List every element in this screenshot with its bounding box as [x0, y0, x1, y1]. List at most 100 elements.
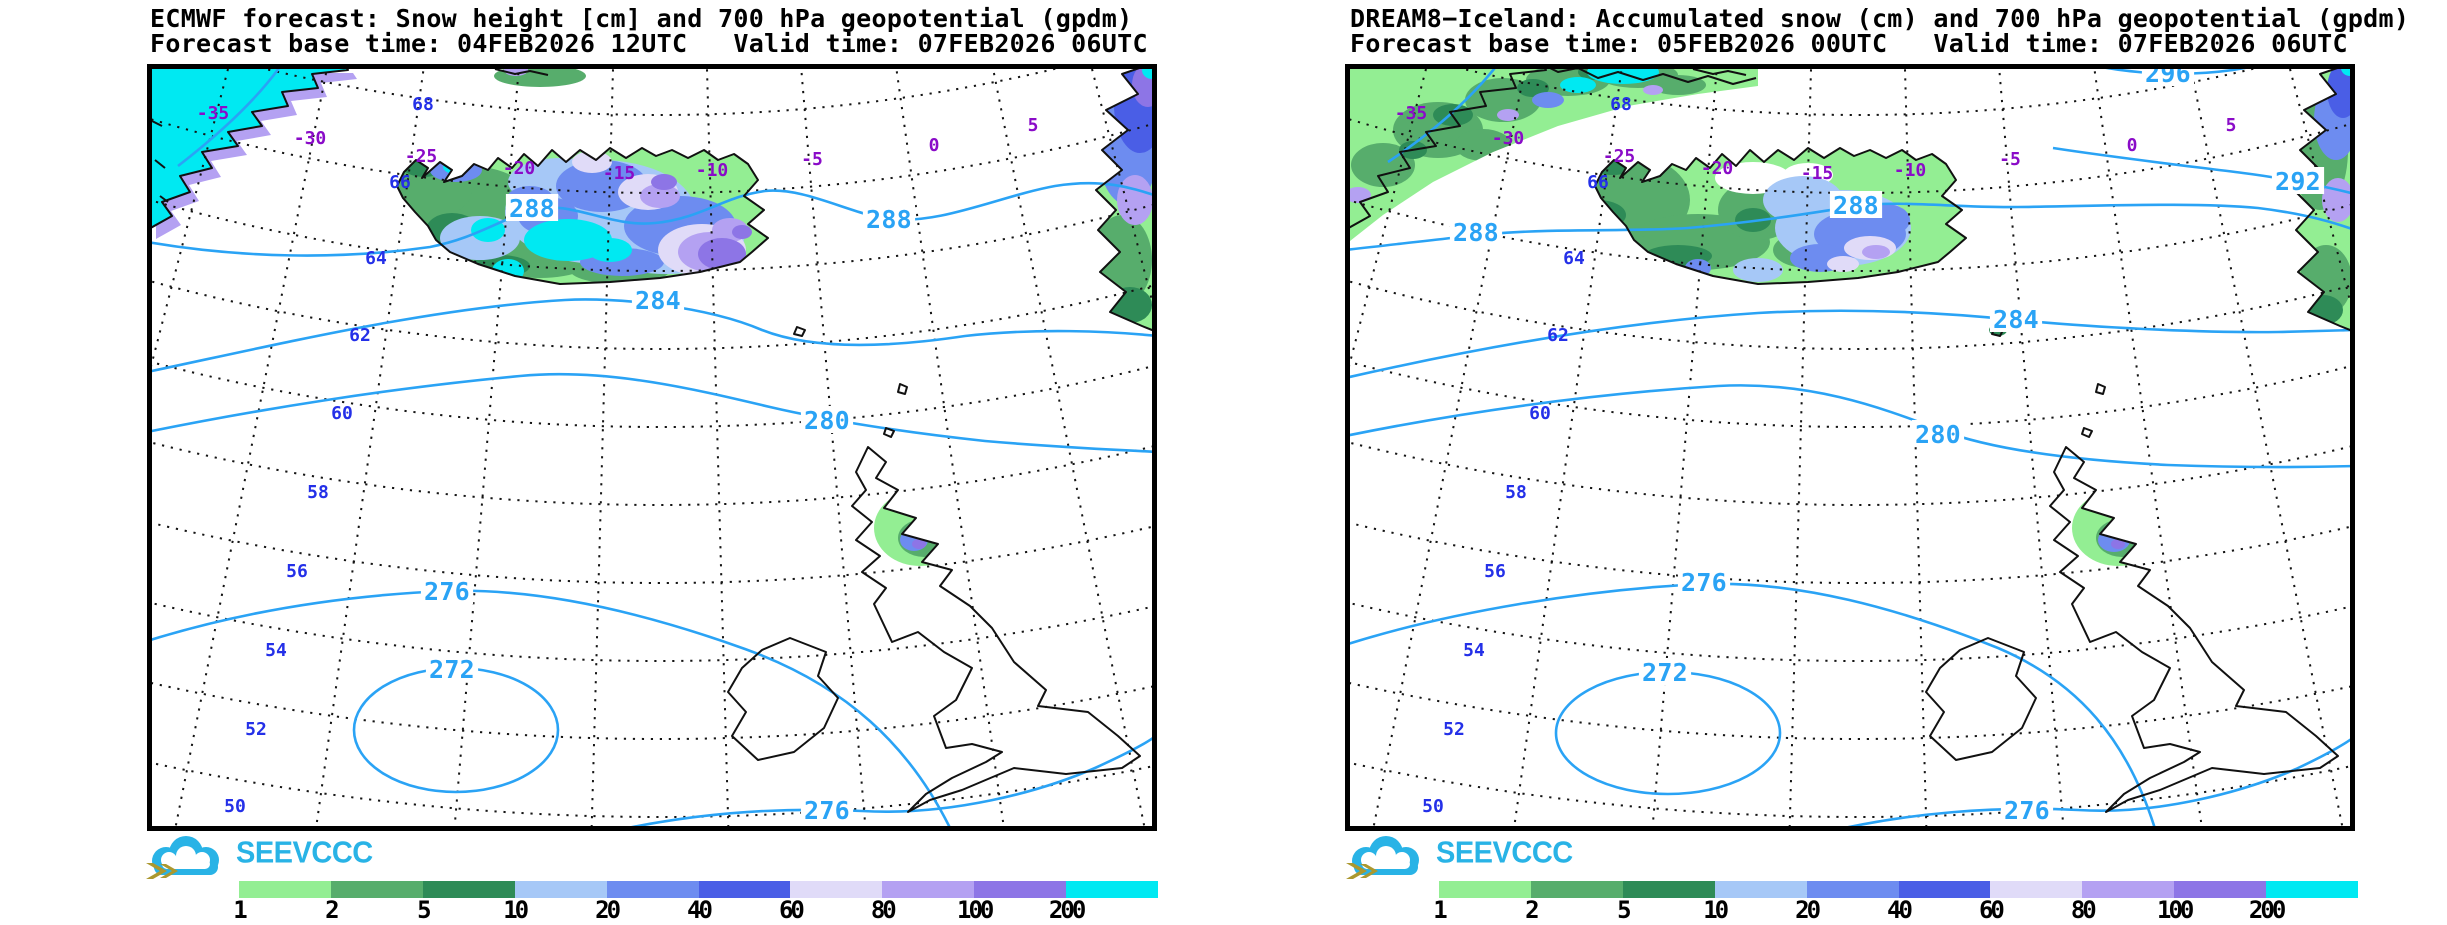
legend-segment [2266, 881, 2359, 898]
longitude-label: -30 [1492, 128, 1525, 149]
ecmwf-title-line2: Forecast base time: 04FEB2026 12UTC Vali… [150, 29, 1148, 58]
legend-segment [790, 881, 883, 898]
dream8-title-line1: DREAM8−Iceland: Accumulated snow (cm) an… [1350, 4, 2410, 33]
geopotential-contour-label: 284 [1993, 305, 2039, 334]
legend-value-label: 60 [1978, 896, 2005, 924]
geopotential-contour-label: 288 [1833, 191, 1879, 220]
latitude-label: 50 [1422, 796, 1444, 817]
geopotential-contour-label: 276 [424, 577, 470, 606]
legend-value-label: 20 [1795, 896, 1821, 924]
latitude-label: 58 [307, 482, 329, 503]
longitude-label: 5 [2226, 115, 2237, 136]
legend-value-label: 40 [1887, 896, 1913, 924]
latitude-label: 66 [1587, 172, 1609, 193]
legend-value-label: 40 [687, 896, 713, 924]
longitude-label: 0 [2127, 135, 2138, 156]
legend-value-label: 60 [778, 896, 805, 924]
contour-label-bg [2000, 796, 2054, 823]
ecmwf-title-line1: ECMWF forecast: Snow height [cm] and 700… [150, 4, 1133, 33]
longitude-label: -10 [696, 160, 729, 181]
latitude-label: 52 [245, 719, 267, 740]
latitude-label: 62 [349, 325, 371, 346]
latitude-label: 50 [224, 796, 246, 817]
latitude-label: 68 [412, 94, 434, 115]
geopotential-contour-label: 280 [804, 406, 850, 435]
longitude-label: -20 [1701, 158, 1734, 179]
legend-segment [422, 881, 515, 898]
contour-label-bg [862, 205, 916, 232]
seevccc-cloud-logo-icon [1346, 836, 1419, 879]
legend-value-label: 5 [417, 896, 432, 924]
geopotential-contour-label: 296 [2145, 64, 2191, 88]
longitude-label: -20 [503, 158, 536, 179]
contour-label-bg [425, 655, 479, 682]
seevccc-logo-text: SEEVCCC [236, 836, 373, 870]
legend-segment [2082, 881, 2175, 898]
dream8-map: 288 288 284 280 276 272 276 292 296 68 66 64 62 60 58 5… [1345, 64, 2355, 831]
geopotential-contour-label: 276 [804, 796, 850, 825]
latitude-label: 62 [1547, 325, 1569, 346]
latitude-label: 56 [1484, 561, 1506, 582]
longitude-label: -5 [1999, 149, 2021, 170]
legend-value-label: 200 [1048, 896, 1086, 924]
contour-label-bg [2271, 167, 2325, 194]
longitude-label: -25 [1603, 146, 1636, 167]
legend-segment [239, 881, 331, 898]
contour-label-bg [1911, 420, 1965, 447]
map-frame [1345, 64, 2355, 831]
legend-value-label: 1 [1433, 896, 1448, 924]
latitude-label: 60 [1529, 403, 1551, 424]
contour-label-bg [2141, 69, 2195, 86]
legend-value-label: 1 [233, 896, 248, 924]
longitude-label: -35 [1395, 103, 1428, 124]
legend-value-label: 80 [2070, 896, 2097, 924]
legend-segment [1439, 881, 1531, 898]
legend-segment [698, 881, 791, 898]
latitude-label: 58 [1505, 482, 1527, 503]
legend-value-label: 10 [1703, 896, 1729, 924]
geopotential-contour-label: 284 [635, 286, 681, 315]
longitude-label: -10 [1894, 160, 1927, 181]
contour-label-bg [1989, 305, 2043, 332]
geopotential-contour-label: 272 [1642, 658, 1688, 687]
geopotential-contour-label: 288 [509, 194, 555, 223]
legend-segment [1622, 881, 1715, 898]
geopotential-contour-label: 272 [429, 655, 475, 684]
longitude-label: -25 [405, 146, 438, 167]
longitude-label: -5 [801, 149, 823, 170]
legend-value-label: 10 [503, 896, 529, 924]
seevccc-cloud-logo-icon [146, 836, 219, 879]
latitude-label: 52 [1443, 719, 1465, 740]
longitude-label: 0 [929, 135, 940, 156]
legend-value-label: 5 [1617, 896, 1632, 924]
latitude-label: 64 [365, 248, 387, 269]
contour-label-bg [800, 406, 854, 433]
snow-color-scale [1439, 881, 2359, 898]
geopotential-contour-label: 276 [2004, 796, 2050, 825]
longitude-label: -15 [1801, 163, 1834, 184]
latitude-label: 66 [389, 172, 411, 193]
contour-label-bg [1638, 658, 1692, 685]
seevccc-logo-text: SEEVCCC [1436, 836, 1573, 870]
legend-segment [974, 881, 1067, 898]
geopotential-contour-label: 288 [866, 205, 912, 234]
contour-label-bg [505, 194, 559, 221]
legend-value-label: 100 [2157, 896, 2194, 924]
legend-segment [1530, 881, 1623, 898]
legend-value-label: 2 [1525, 896, 1540, 924]
geopotential-contour-label: 288 [1453, 218, 1499, 247]
latitude-label: 68 [1610, 94, 1632, 115]
legend-segment [1806, 881, 1899, 898]
latitude-label: 60 [331, 403, 353, 424]
legend-segment [1714, 881, 1807, 898]
legend-value-label: 200 [2248, 896, 2286, 924]
dream8-title-line2: Forecast base time: 05FEB2026 00UTC Vali… [1350, 29, 2348, 58]
contour-label-bg [1677, 568, 1731, 595]
legend-segment [882, 881, 975, 898]
legend-segment [606, 881, 699, 898]
contour-label-bg [1829, 191, 1883, 218]
legend-segment [2174, 881, 2267, 898]
legend-value-label: 80 [870, 896, 897, 924]
legend-value-label: 2 [325, 896, 340, 924]
